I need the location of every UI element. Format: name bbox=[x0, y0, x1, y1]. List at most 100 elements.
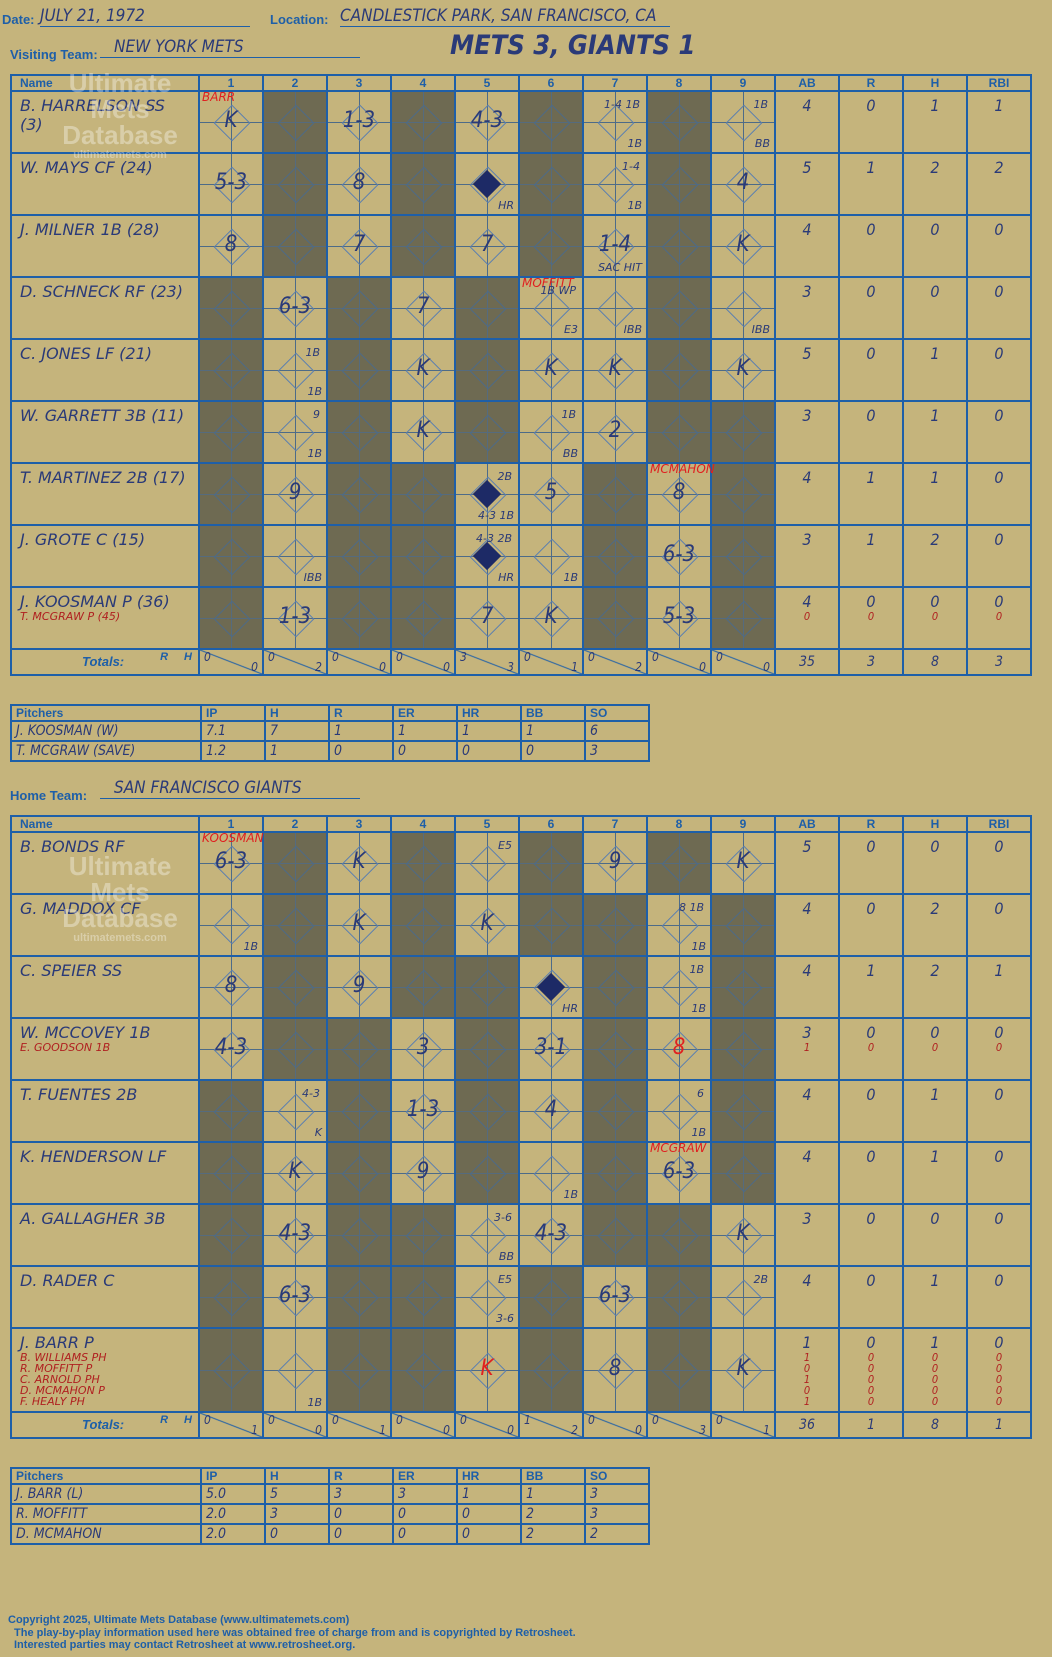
inning-cell bbox=[390, 462, 456, 526]
play-note-top: 1-4 bbox=[622, 160, 640, 173]
inning-cell bbox=[518, 152, 584, 216]
base-diamond bbox=[533, 538, 571, 576]
play-result: K bbox=[544, 604, 558, 629]
stat-header: H bbox=[902, 815, 968, 833]
play-note-bottom: HR bbox=[498, 199, 514, 212]
inning-cell bbox=[582, 1079, 648, 1143]
batter-stat: 0 bbox=[966, 214, 1032, 278]
base-diamond bbox=[469, 1093, 507, 1131]
footer-contact: Interested parties may contact Retroshee… bbox=[14, 1639, 356, 1651]
inning-cell: 5-3 bbox=[646, 586, 712, 650]
pitcher-stat: 1 bbox=[520, 720, 586, 742]
inning-header: 5 bbox=[454, 74, 520, 92]
base-diamond bbox=[725, 969, 763, 1007]
inning-header: 7 bbox=[582, 815, 648, 833]
stat-header: R bbox=[838, 815, 904, 833]
inning-cell: 8 bbox=[582, 1327, 648, 1413]
base-diamond bbox=[661, 1093, 699, 1131]
inning-runs: 0 bbox=[460, 1413, 467, 1427]
pitcher-stat: 1 bbox=[520, 1483, 586, 1505]
inning-cell: 7 bbox=[326, 214, 392, 278]
play-result: 6-3 bbox=[278, 1283, 312, 1308]
inning-cell: 4-3 bbox=[518, 1203, 584, 1267]
inning-cell: 1B bbox=[518, 524, 584, 588]
play-result: K bbox=[416, 356, 430, 381]
batter-stat: 1 bbox=[902, 1079, 968, 1143]
play-result: K bbox=[224, 108, 238, 133]
base-diamond bbox=[725, 290, 763, 328]
inning-cell bbox=[326, 1327, 392, 1413]
inning-cell: 8 1B 1B bbox=[646, 893, 712, 957]
batter-name-cell: D. SCHNECK RF (23) bbox=[10, 276, 200, 340]
base-diamond bbox=[341, 290, 379, 328]
substitute-stat: 0 bbox=[867, 1384, 875, 1397]
inning-hits: 0 bbox=[635, 1423, 642, 1437]
batter-stat: 1 bbox=[902, 400, 968, 464]
inning-header: 9 bbox=[710, 74, 776, 92]
play-note-bottom: 1B bbox=[627, 199, 642, 212]
play-note-bottom: BB bbox=[754, 137, 770, 150]
inning-hits: 0 bbox=[763, 660, 770, 674]
pitcher-change-note: KOOSMAN bbox=[202, 831, 264, 845]
inning-header: 1 bbox=[198, 815, 264, 833]
inning-cell: K bbox=[710, 1327, 776, 1413]
inning-cell bbox=[198, 1203, 264, 1267]
base-diamond bbox=[213, 600, 251, 638]
inning-cell bbox=[518, 831, 584, 895]
batter-stat: 0 bbox=[966, 1079, 1032, 1143]
batter-stat: 4 bbox=[774, 214, 840, 278]
inning-cell bbox=[262, 152, 328, 216]
batter-name-cell: W. GARRETT 3B (11) bbox=[10, 400, 200, 464]
play-note-bottom: E3 bbox=[564, 323, 578, 336]
inning-hits: 1 bbox=[763, 1423, 770, 1437]
batter-stat: 0 bbox=[966, 1141, 1032, 1205]
base-diamond bbox=[341, 1279, 379, 1317]
substitute-stat: 0 bbox=[995, 610, 1003, 623]
pitcher-stat: 3 bbox=[328, 1483, 394, 1505]
inning-cell: 1B BB bbox=[518, 400, 584, 464]
play-result: 1-3 bbox=[278, 604, 312, 629]
batter-stat: 3 bbox=[774, 276, 840, 340]
pitcher-change-note: MOFFITT bbox=[522, 276, 574, 290]
pitcher-stat: 3 bbox=[264, 1503, 330, 1525]
batter-row: W. MAYS CF (24) 5-3 8 HR 1-4 1B 4 5 1 2 2 bbox=[10, 152, 1032, 216]
location-value: CANDLESTICK PARK, SAN FRANCISCO, CA bbox=[340, 6, 670, 27]
batter-name-cell: J. BARR P B. WILLIAMS PH R. MOFFITT P C. AR… bbox=[10, 1327, 200, 1413]
play-note-top: 1B WP bbox=[540, 284, 576, 297]
substitute-stat: 0 bbox=[867, 1395, 875, 1408]
base-diamond bbox=[213, 476, 251, 514]
inning-cell bbox=[326, 338, 392, 402]
inning-cell bbox=[326, 1265, 392, 1329]
batter-stat: 0 bbox=[966, 1265, 1032, 1329]
pitching-header: BB bbox=[520, 704, 586, 722]
batter-stat: 1 bbox=[902, 90, 968, 154]
inning-cell: 3 bbox=[390, 1017, 456, 1081]
batter-name: W. GARRETT 3B (11) bbox=[20, 406, 185, 425]
inning-cell: MOFFITT 1B WP E3 bbox=[518, 276, 584, 340]
play-result: 7 bbox=[480, 604, 494, 629]
base-diamond bbox=[597, 1155, 635, 1193]
base-diamond bbox=[405, 166, 443, 204]
pitching-header: H bbox=[264, 704, 330, 722]
pitcher-stat: 0 bbox=[456, 740, 522, 762]
inning-cell: 4-3 bbox=[198, 1017, 264, 1081]
play-result: 7 bbox=[352, 232, 366, 257]
pitcher-name: R. MOFFITT bbox=[10, 1503, 202, 1525]
inning-cell bbox=[198, 338, 264, 402]
batter-stat: 0 bbox=[966, 462, 1032, 526]
substitute-stat: 0 bbox=[931, 1373, 939, 1386]
pitcher-row: T. MCGRAW (SAVE) 1.2 1 0 0 0 0 3 bbox=[10, 740, 650, 762]
play-note-top: 2B bbox=[753, 1273, 768, 1286]
inning-cell bbox=[262, 90, 328, 154]
substitute-name: B. WILLIAMS PH bbox=[20, 1351, 107, 1364]
batter-name: C. SPEIER SS bbox=[20, 961, 123, 980]
play-note-bottom: 1B bbox=[307, 385, 322, 398]
home-grid: Name 1 2 3 4 5 6 7 8 9 AB R H RBI B. BONDS RF 6-3 KOOSMA… bbox=[10, 815, 1032, 1439]
batter-stat: 0 bbox=[966, 338, 1032, 402]
